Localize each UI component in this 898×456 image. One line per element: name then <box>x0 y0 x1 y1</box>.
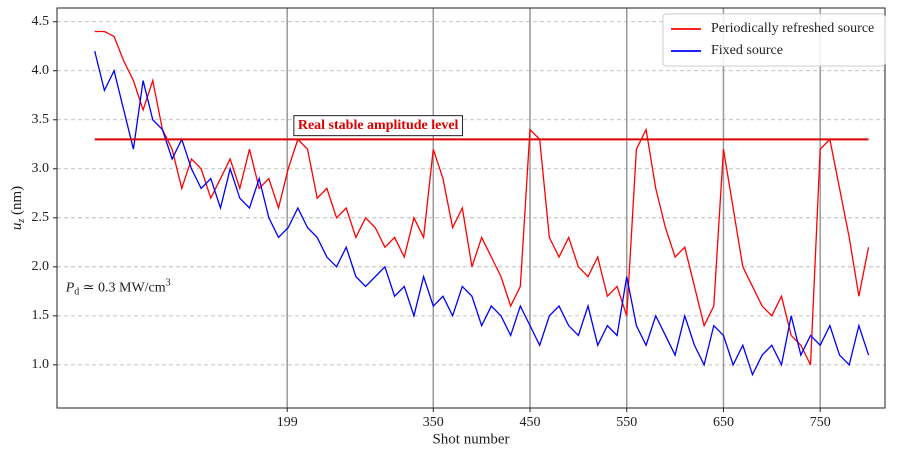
y-tick-label: 4.0 <box>32 63 50 78</box>
y-label-part: (nm) <box>9 186 25 219</box>
y-tick-label: 1.5 <box>32 308 50 323</box>
note-part: 3 <box>166 278 171 289</box>
y-axis-label: uz (nm) <box>9 186 27 230</box>
x-tick-label: 199 <box>277 415 298 430</box>
series-line <box>94 50 870 377</box>
annotation-box <box>293 115 463 137</box>
legend-label: Fixed source <box>711 43 783 58</box>
x-tick-label: 350 <box>423 415 444 430</box>
x-tick-label: 450 <box>520 415 541 430</box>
annotation: Real stable amplitude level <box>298 118 459 133</box>
y-tick-label: 4.5 <box>32 14 50 29</box>
y-tick-label: 2.0 <box>32 259 50 274</box>
note: Pd ≃ 0.3 MW/cm3 <box>65 278 171 298</box>
note-part: d <box>74 287 79 298</box>
series-line <box>94 30 870 366</box>
note-part: ≃ 0.3 MW/cm <box>79 281 165 296</box>
x-tick-label: 550 <box>616 415 637 430</box>
x-tick-label: 650 <box>713 415 734 430</box>
y-tick-label: 3.5 <box>32 112 50 127</box>
x-axis-label: Shot number <box>432 431 509 447</box>
plot-frame <box>56 7 886 409</box>
y-label-part: z <box>16 219 27 224</box>
y-tick-label: 2.5 <box>32 210 50 225</box>
x-tick-label: 750 <box>810 415 831 430</box>
y-label-part: u <box>9 223 25 231</box>
y-tick-label: 1.0 <box>32 357 50 372</box>
legend-box <box>662 13 886 67</box>
legend-label: Periodically refreshed source <box>711 21 874 36</box>
y-tick-label: 3.0 <box>32 161 50 176</box>
note-part: P <box>65 281 75 296</box>
